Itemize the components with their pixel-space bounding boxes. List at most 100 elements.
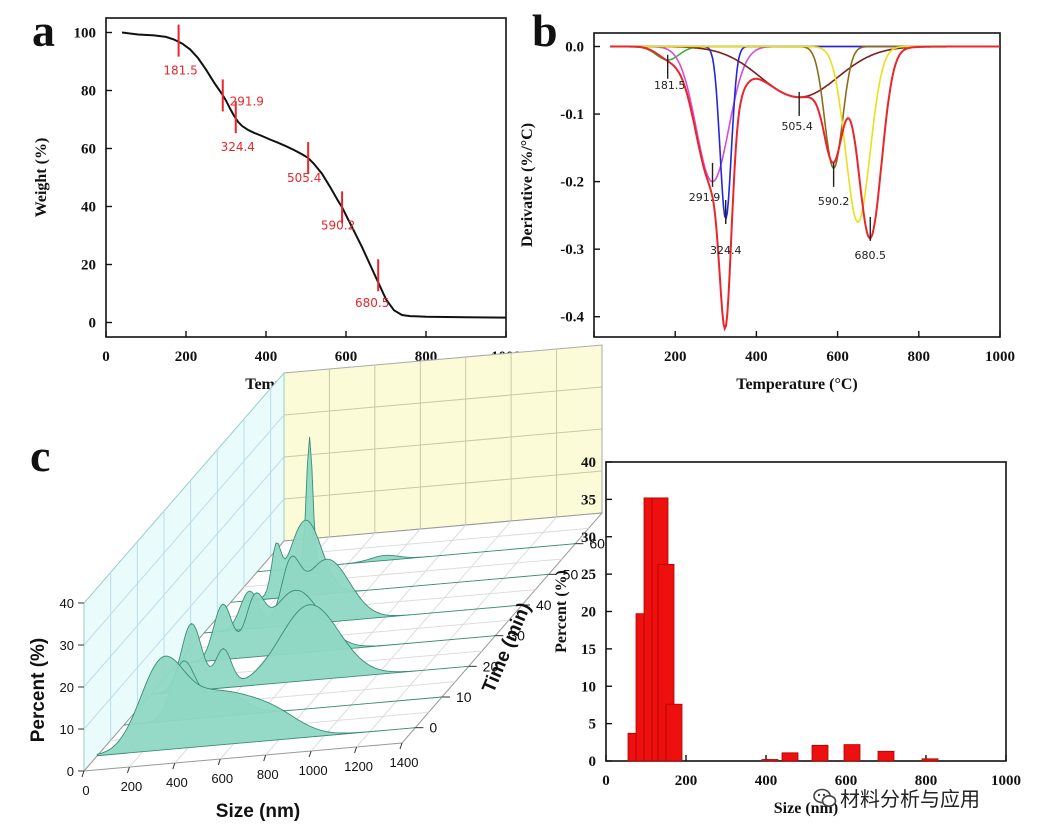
y-tick-label: -0.4 [560,310,584,326]
y-tick-label: 60 [81,142,96,158]
x-tick [354,746,358,754]
y-tick-label: -0.2 [560,175,584,191]
x-tick-label: 1000 [985,349,1015,365]
y-axis-title: Weight (%) [33,138,50,218]
histogram-bar [665,703,683,762]
y-tick-label: 20 [81,258,96,274]
histogram-bar [811,744,829,762]
back-grid [283,470,603,500]
z-tick-label: 10 [456,689,472,705]
x-tick [81,770,85,778]
annotation-label: 291.9 [689,191,721,204]
side-grid [83,456,285,688]
y-tick-label: 0 [67,764,74,779]
x-axis-title: Temperature (°C) [736,376,857,393]
size-distribution-20 [150,604,469,695]
annotation-label: 181.5 [654,79,686,92]
y-tick-label: 40 [581,455,596,471]
histogram-bar [843,744,861,762]
annotation-label: 590.2 [321,218,355,232]
x-axis-title: Size (nm) [216,801,300,822]
x-tick-label: 0 [602,773,610,789]
y-tick-label: 30 [60,638,74,653]
annotation-label: 680.5 [855,249,887,262]
y-tick-label: -0.1 [560,107,584,123]
annotation-label: 324.4 [221,140,255,154]
x-tick-label: 800 [915,773,938,789]
plot-frame [593,32,1001,338]
x-tick-label: 1200 [344,759,373,774]
annotation-label: 505.4 [781,120,813,133]
chart-b: 020040060080010000.0-0.1-0.2-0.3-0.4Temp… [519,32,1015,393]
y-axis-title: Derivative (%/°C) [519,123,536,247]
y-tick-label: 0 [89,316,97,332]
annotation-label: 680.5 [355,296,389,310]
floor-grid [356,516,557,748]
y-tick-label: 35 [581,492,596,508]
size-distribution-0 [96,655,416,757]
back-grid [283,428,603,458]
y-tick-label: 5 [589,717,597,733]
annotation-label: 324.4 [710,244,742,257]
z-tick-label: 30 [509,628,525,644]
histogram-bar [781,752,799,762]
wechat-icon [813,788,837,807]
annotation-label: 505.4 [287,171,321,185]
y-axis-title: Percent (%) [28,638,49,743]
floor-grid [310,520,512,752]
x-tick [308,750,312,758]
x-tick-label: 200 [664,349,687,365]
x-tick-label: 1400 [390,755,419,770]
y-tick-label: 10 [60,722,74,737]
panel-letter-c: c [30,430,50,481]
x-tick-label: 800 [908,349,931,365]
y-tick-label: 0 [589,754,597,770]
dtg-curve [610,45,1000,183]
x-tick [126,766,130,774]
x-tick-label: 800 [257,767,279,782]
y-tick-label: 15 [581,642,596,658]
chart-d: 0 200 400 600 800 1000 0 5 10 15 20 25 30 35 40 Size (n… [553,455,1021,817]
y-tick-label: 20 [60,680,74,695]
watermark-text: 材料分析与应用 [840,787,980,811]
dtg-curve [610,45,1000,61]
back-grid [283,386,603,416]
side-grid [83,498,285,730]
dtg-curve [610,45,1000,332]
y-tick-label: 20 [581,605,596,621]
panel-letter-b: b [532,5,558,56]
chart-c: 0 200 400 600 800 1000 1200 1400010203040010203… [28,344,605,822]
histogram-bar [877,750,895,762]
y-tick-label: 40 [81,200,96,216]
x-tick-label: 200 [121,779,143,794]
x-axis-title: Size (nm) [774,800,838,817]
x-tick-label: 0 [82,783,89,798]
z-tick-label: 20 [483,658,499,674]
x-tick-label: 600 [835,773,858,789]
y-tick-label: -0.3 [560,242,584,258]
panel-letter-a: a [32,5,55,56]
dtg-curve [610,45,1000,224]
y-tick-label: 25 [581,567,596,583]
x-tick-label: 600 [211,771,233,786]
annotation-label: 181.5 [163,64,197,78]
floor-grid [265,524,467,756]
x-tick-label: 600 [826,349,849,365]
y-tick-label: 30 [581,530,596,546]
x-tick [217,758,221,766]
x-tick-label: 400 [755,773,778,789]
y-tick-label: 80 [81,84,96,100]
x-tick-label: 400 [745,349,768,365]
x-tick [263,754,267,762]
chart-a: 02004006008001000020406080100Temperature… [33,17,521,393]
x-tick-label: 1000 [299,763,328,778]
x-tick [172,762,176,770]
annotation-label: 590.2 [818,195,850,208]
watermark: 材料分析与应用 [813,786,982,813]
z-tick-label: 0 [429,720,437,736]
z-tick-label: 60 [589,536,605,552]
x-tick-label: 0 [102,349,110,365]
x-tick-label: 200 [175,349,198,365]
histogram-bar [921,758,939,762]
